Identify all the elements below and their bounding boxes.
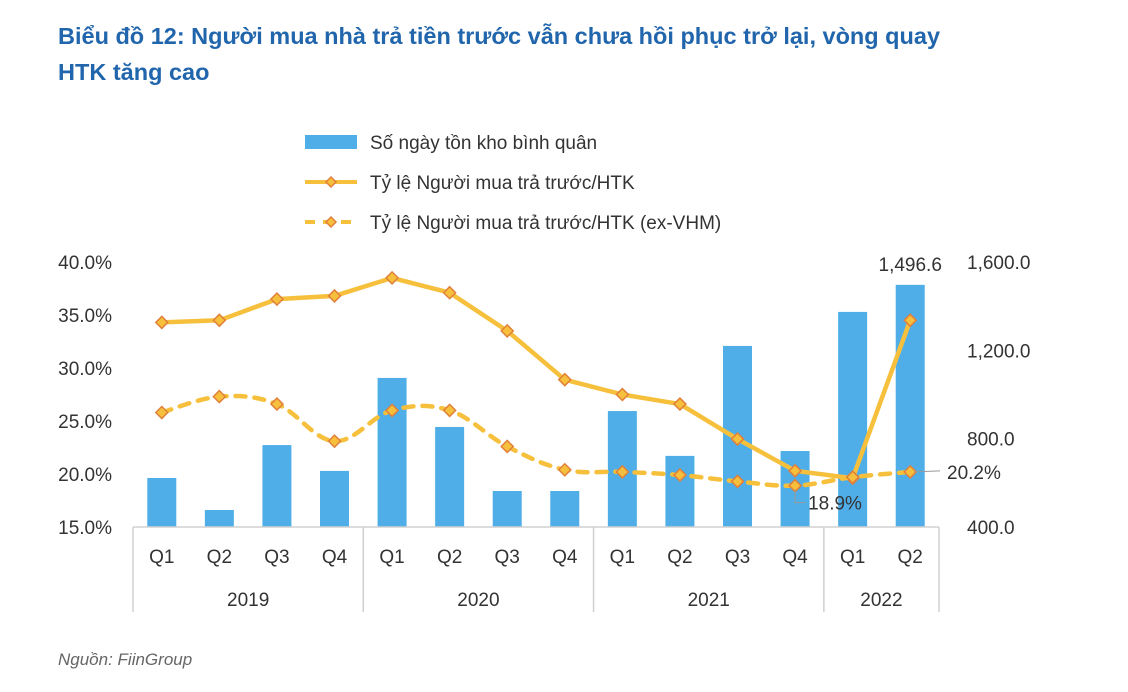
bar bbox=[838, 311, 868, 527]
quarter-label: Q4 bbox=[782, 547, 808, 568]
left-axis-tick-label: 30.0% bbox=[58, 359, 112, 380]
label-leader-line bbox=[914, 470, 941, 473]
legend-label: Tỷ lệ Người mua trả trước/HTK (ex-VHM) bbox=[370, 213, 721, 234]
line-marker bbox=[442, 403, 457, 418]
chart-title: Biểu đồ 12: Người mua nhà trả tiền trước… bbox=[58, 23, 941, 85]
year-label: 2022 bbox=[860, 590, 902, 611]
quarter-label: Q3 bbox=[495, 547, 520, 568]
line-marker bbox=[212, 389, 227, 404]
bar bbox=[665, 455, 695, 527]
line-marker bbox=[845, 470, 860, 485]
legend-marker bbox=[324, 215, 338, 229]
legend-swatch-bar bbox=[305, 135, 357, 149]
line-marker bbox=[672, 467, 687, 483]
legend-label: Tỷ lệ Người mua trả trước/HTK bbox=[370, 173, 635, 194]
left-axis-tick-label: 35.0% bbox=[58, 306, 112, 327]
quarter-label: Q4 bbox=[322, 547, 348, 568]
quarter-label: Q3 bbox=[725, 547, 750, 568]
right-axis-tick-label: 1,200.0 bbox=[967, 341, 1030, 362]
legend-label: Số ngày tồn kho bình quân bbox=[370, 133, 597, 154]
year-label: 2020 bbox=[457, 590, 499, 611]
left-axis-tick-label: 25.0% bbox=[58, 412, 112, 433]
quarter-label: Q2 bbox=[437, 547, 462, 568]
bar bbox=[204, 509, 234, 527]
bar bbox=[377, 377, 407, 527]
bar bbox=[320, 470, 349, 527]
line-marker bbox=[730, 431, 745, 447]
right-axis-tick-label: 400.0 bbox=[967, 518, 1015, 539]
left-axis-tick-label: 15.0% bbox=[58, 518, 112, 539]
quarter-label: Q1 bbox=[840, 547, 865, 568]
line-marker bbox=[442, 285, 457, 300]
bar bbox=[492, 491, 522, 527]
bar bbox=[435, 426, 465, 527]
line-marker bbox=[385, 270, 400, 285]
bar bbox=[550, 491, 580, 527]
line-marker bbox=[212, 313, 227, 328]
line-marker bbox=[327, 288, 342, 303]
right-axis-tick-label: 800.0 bbox=[967, 430, 1015, 451]
source-note: Nguồn: FiinGroup bbox=[58, 650, 193, 669]
right-axis-tick-label: 1,600.0 bbox=[967, 253, 1030, 274]
line-marker bbox=[903, 464, 918, 479]
quarter-label: Q4 bbox=[552, 547, 578, 568]
ex-vhm-ratio-line bbox=[159, 393, 913, 489]
prepayment-ratio-line bbox=[159, 275, 913, 481]
quarter-label: Q3 bbox=[264, 547, 289, 568]
quarter-label: Q2 bbox=[898, 547, 923, 568]
line-marker bbox=[788, 463, 803, 478]
year-label: 2021 bbox=[688, 590, 730, 611]
left-axis-tick-label: 40.0% bbox=[58, 253, 112, 274]
quarter-label: Q1 bbox=[610, 547, 635, 568]
line-marker bbox=[500, 323, 515, 338]
legend-marker bbox=[324, 175, 338, 189]
line-marker bbox=[557, 462, 572, 477]
line-marker bbox=[903, 313, 918, 328]
bar bbox=[262, 445, 292, 527]
line-marker bbox=[154, 405, 169, 420]
line-data-label: 20.2% bbox=[947, 463, 1001, 484]
left-axis-tick-label: 20.0% bbox=[58, 465, 112, 486]
line-marker bbox=[730, 474, 745, 489]
label-leader-line bbox=[794, 489, 806, 504]
line-marker bbox=[615, 464, 630, 479]
line-data-label: 18.9% bbox=[808, 494, 862, 515]
bar bbox=[147, 477, 177, 527]
line-marker bbox=[672, 396, 687, 412]
bar-data-label: 1,496.6 bbox=[879, 255, 942, 276]
quarter-label: Q2 bbox=[667, 547, 692, 568]
quarter-label: Q2 bbox=[207, 547, 232, 568]
line-marker bbox=[269, 396, 284, 412]
line-marker bbox=[615, 387, 630, 402]
line-marker bbox=[269, 292, 284, 307]
line-marker bbox=[327, 434, 342, 449]
year-label: 2019 bbox=[227, 590, 269, 611]
line-marker bbox=[500, 439, 515, 454]
line-marker bbox=[385, 403, 400, 418]
quarter-label: Q1 bbox=[379, 547, 404, 568]
line-marker bbox=[154, 315, 169, 330]
line-marker bbox=[557, 372, 572, 387]
quarter-label: Q1 bbox=[149, 547, 174, 568]
